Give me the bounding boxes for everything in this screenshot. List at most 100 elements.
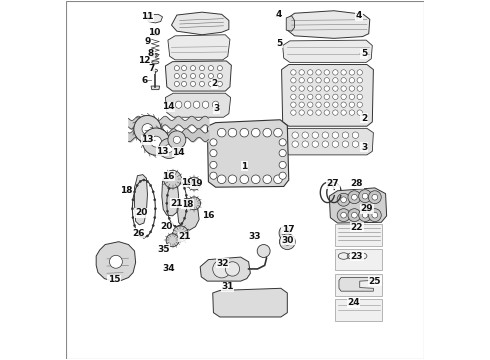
Ellipse shape [357, 102, 363, 107]
Circle shape [337, 193, 350, 206]
Ellipse shape [199, 66, 204, 71]
Ellipse shape [175, 101, 182, 108]
Ellipse shape [349, 94, 355, 99]
Circle shape [164, 170, 181, 188]
Ellipse shape [308, 78, 313, 83]
Text: 23: 23 [351, 252, 363, 261]
Polygon shape [162, 175, 179, 216]
Ellipse shape [352, 141, 359, 147]
Polygon shape [166, 93, 231, 117]
Circle shape [274, 175, 282, 184]
Ellipse shape [349, 78, 355, 83]
Ellipse shape [316, 86, 321, 91]
Ellipse shape [291, 78, 296, 83]
Circle shape [228, 175, 237, 184]
Ellipse shape [333, 86, 338, 91]
Text: 20: 20 [135, 208, 147, 217]
Ellipse shape [308, 70, 313, 75]
Text: 12: 12 [138, 57, 150, 66]
Circle shape [263, 175, 271, 184]
Ellipse shape [333, 110, 338, 115]
Circle shape [251, 129, 260, 137]
Ellipse shape [174, 81, 179, 86]
Ellipse shape [332, 141, 339, 147]
Text: 28: 28 [351, 179, 363, 188]
Circle shape [154, 216, 156, 219]
Circle shape [131, 208, 133, 210]
Text: 27: 27 [326, 179, 339, 188]
Text: 19: 19 [181, 178, 194, 187]
Circle shape [177, 179, 180, 181]
Ellipse shape [324, 94, 329, 99]
Circle shape [150, 136, 162, 147]
Ellipse shape [324, 110, 329, 115]
Circle shape [166, 210, 169, 212]
Circle shape [166, 234, 179, 247]
Ellipse shape [208, 81, 214, 86]
Circle shape [183, 217, 186, 219]
Circle shape [183, 187, 186, 189]
Ellipse shape [341, 102, 346, 107]
Circle shape [279, 172, 286, 179]
Polygon shape [207, 120, 289, 187]
Ellipse shape [292, 132, 298, 138]
Circle shape [174, 225, 176, 228]
Polygon shape [168, 35, 230, 60]
Ellipse shape [357, 94, 363, 99]
Text: 15: 15 [108, 275, 121, 284]
Ellipse shape [153, 32, 159, 36]
Ellipse shape [292, 141, 298, 147]
Text: 7: 7 [148, 64, 155, 73]
Circle shape [159, 138, 179, 158]
Circle shape [228, 129, 237, 137]
Ellipse shape [218, 66, 222, 71]
Ellipse shape [218, 73, 222, 78]
Text: 30: 30 [282, 236, 294, 245]
Circle shape [279, 161, 286, 168]
Ellipse shape [341, 110, 346, 115]
Circle shape [143, 128, 170, 155]
Circle shape [165, 144, 173, 152]
Polygon shape [339, 278, 373, 291]
Ellipse shape [154, 54, 157, 56]
Ellipse shape [191, 66, 196, 71]
Bar [335, 274, 382, 296]
Circle shape [166, 202, 168, 204]
Text: 3: 3 [361, 143, 367, 152]
Circle shape [132, 199, 134, 201]
Ellipse shape [174, 66, 179, 71]
Circle shape [188, 177, 200, 190]
Ellipse shape [312, 141, 318, 147]
Ellipse shape [208, 66, 214, 71]
Circle shape [171, 182, 173, 184]
Ellipse shape [316, 78, 321, 83]
Ellipse shape [279, 226, 290, 240]
Circle shape [279, 139, 286, 146]
Ellipse shape [299, 102, 304, 107]
Text: 19: 19 [190, 179, 203, 188]
Circle shape [351, 212, 357, 218]
Ellipse shape [282, 230, 287, 236]
Circle shape [240, 129, 248, 137]
Ellipse shape [352, 132, 359, 138]
Ellipse shape [291, 86, 296, 91]
Ellipse shape [202, 101, 209, 108]
Circle shape [149, 231, 152, 233]
Text: 3: 3 [213, 104, 220, 113]
Circle shape [274, 129, 282, 137]
Circle shape [279, 149, 286, 157]
Text: 11: 11 [141, 12, 154, 21]
Ellipse shape [299, 110, 304, 115]
Text: 21: 21 [171, 199, 183, 208]
Text: 9: 9 [144, 37, 150, 46]
Circle shape [257, 244, 270, 257]
Ellipse shape [324, 78, 329, 83]
Circle shape [174, 179, 176, 181]
Ellipse shape [357, 78, 363, 83]
Text: 16: 16 [162, 172, 174, 181]
Ellipse shape [357, 110, 363, 115]
Bar [335, 224, 382, 246]
Ellipse shape [302, 141, 309, 147]
Text: 31: 31 [221, 282, 234, 291]
Circle shape [171, 222, 173, 225]
